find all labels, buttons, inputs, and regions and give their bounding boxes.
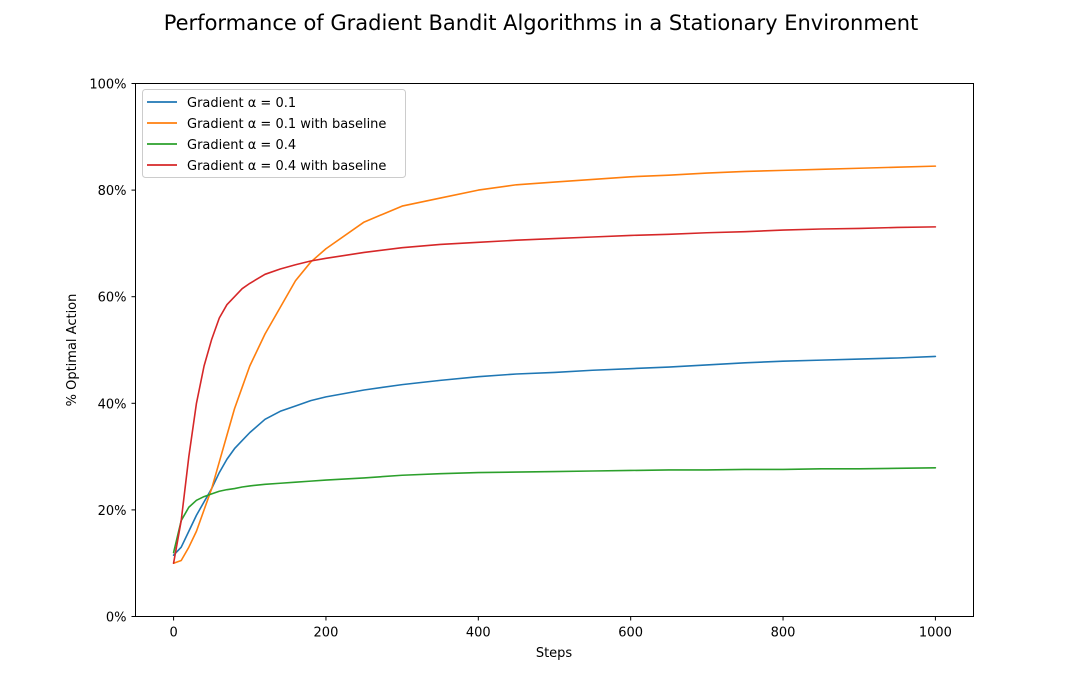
legend-label-1: Gradient α = 0.1 with baseline — [187, 117, 386, 132]
y-tick-label: 100% — [89, 78, 126, 93]
legend-label-3: Gradient α = 0.4 with baseline — [187, 159, 386, 174]
y-tick-label: 80% — [98, 184, 127, 199]
legend-label-2: Gradient α = 0.4 — [187, 138, 296, 153]
x-axis: 0 200 400 600 800 1000 — [169, 616, 952, 641]
plot-area-frame — [135, 83, 974, 617]
x-tick-label: 400 — [466, 626, 491, 641]
y-tick-label: 0% — [106, 611, 127, 626]
legend: Gradient α = 0.1 Gradient α = 0.1 with ba… — [142, 89, 406, 178]
series-line-0 — [172, 355, 937, 557]
x-tick-label: 200 — [314, 626, 339, 641]
x-tick-label: 800 — [771, 626, 796, 641]
chart-title: Performance of Gradient Bandit Algorithm… — [164, 11, 919, 35]
series-line-1 — [172, 165, 937, 565]
series-layer — [172, 165, 937, 565]
series-line-2 — [172, 466, 937, 554]
x-axis-label: Steps — [536, 646, 573, 661]
legend-frame — [142, 89, 406, 178]
y-tick-label: 20% — [98, 504, 127, 519]
x-tick-label: 600 — [618, 626, 643, 641]
y-axis-label: % Optimal Action — [65, 294, 80, 407]
y-tick-label: 60% — [98, 291, 127, 306]
x-tick-label: 1000 — [919, 626, 952, 641]
series-line-3 — [172, 226, 937, 565]
y-axis: 0% 20% 40% 60% 80% 100% — [89, 78, 136, 626]
x-tick-label: 0 — [169, 626, 177, 641]
y-tick-label: 40% — [98, 397, 127, 412]
legend-label-0: Gradient α = 0.1 — [187, 96, 296, 111]
